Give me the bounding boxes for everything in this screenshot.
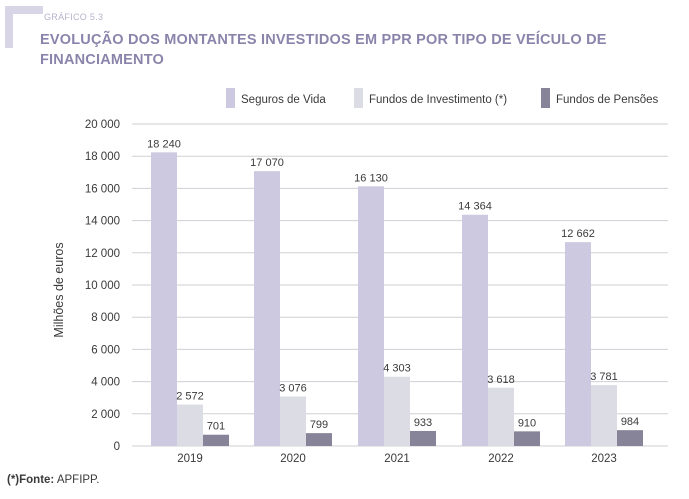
chart-title: EVOLUÇÃO DOS MONTANTES INVESTIDOS EM PPR… <box>40 32 607 68</box>
bar-chart: 0 2 000 4 000 6 000 8 000 10 000 12 000 14 000 1… <box>52 88 668 465</box>
y-tick-label: 6 000 <box>91 344 120 356</box>
bar-fundos-pensoes <box>410 430 436 446</box>
data-label: 16 130 <box>354 172 388 184</box>
legend-label: Fundos de Pensões <box>556 94 659 106</box>
data-label: 18 240 <box>147 138 181 150</box>
bar-fundos-investimento <box>280 396 306 446</box>
y-tick-label: 16 000 <box>85 183 120 195</box>
decorative-corner-horizontal <box>5 6 43 14</box>
bar-seguros-vida <box>151 152 177 446</box>
data-label: 12 662 <box>561 228 595 240</box>
data-label: 984 <box>621 416 639 428</box>
legend-swatch <box>541 88 550 108</box>
y-tick-label: 8 000 <box>91 312 120 324</box>
legend-label: Fundos de Investimento (*) <box>369 94 507 106</box>
bar-fundos-pensoes <box>514 431 540 446</box>
x-tick-label: 2019 <box>177 453 203 465</box>
legend-label: Seguros de Vida <box>241 94 326 106</box>
y-tick-label: 14 000 <box>85 216 120 228</box>
data-label: 701 <box>207 421 225 433</box>
y-tick-label: 0 <box>114 441 120 453</box>
bar-fundos-pensoes <box>203 434 229 446</box>
data-label: 933 <box>414 417 432 429</box>
data-label: 14 364 <box>458 201 492 213</box>
bar-fundos-investimento <box>177 404 203 446</box>
data-label: 3 781 <box>590 371 618 383</box>
source-label: (*)Fonte: <box>7 474 55 486</box>
figure-number: GRÁFICO 5.3 <box>44 12 104 22</box>
bar-seguros-vida <box>462 214 488 446</box>
bar-fundos-pensoes <box>306 433 332 446</box>
source-text: APFIPP. <box>56 474 100 486</box>
y-axis-label: Milhões de euros <box>52 242 66 337</box>
data-label: 799 <box>310 419 328 431</box>
bar-fundos-investimento <box>384 376 410 446</box>
bar-seguros-vida <box>254 171 280 446</box>
x-tick-label: 2020 <box>280 453 306 465</box>
data-label: 3 076 <box>279 382 307 394</box>
data-label: 2 572 <box>176 391 204 403</box>
data-label: 910 <box>518 417 536 429</box>
bar-seguros-vida <box>358 186 384 446</box>
data-label: 17 070 <box>250 157 284 169</box>
legend-swatch <box>354 88 363 108</box>
bar-fundos-investimento <box>488 387 514 446</box>
x-tick-label: 2021 <box>384 453 410 465</box>
bar-fundos-pensoes <box>617 430 643 446</box>
bar-seguros-vida <box>565 242 591 446</box>
y-tick-label: 20 000 <box>85 119 120 131</box>
source-note: (*)Fonte: APFIPP. <box>7 474 99 486</box>
y-tick-label: 2 000 <box>91 409 120 421</box>
y-tick-label: 18 000 <box>85 151 120 163</box>
y-tick-label: 4 000 <box>91 377 120 389</box>
legend-swatch <box>226 88 235 108</box>
data-label: 3 618 <box>487 374 515 386</box>
y-tick-label: 10 000 <box>85 280 120 292</box>
decorative-corner-vertical <box>5 6 13 48</box>
data-label: 4 303 <box>383 363 411 375</box>
x-tick-label: 2022 <box>488 453 514 465</box>
y-tick-label: 12 000 <box>85 248 120 260</box>
bar-fundos-investimento <box>591 385 617 446</box>
x-tick-label: 2023 <box>591 453 617 465</box>
